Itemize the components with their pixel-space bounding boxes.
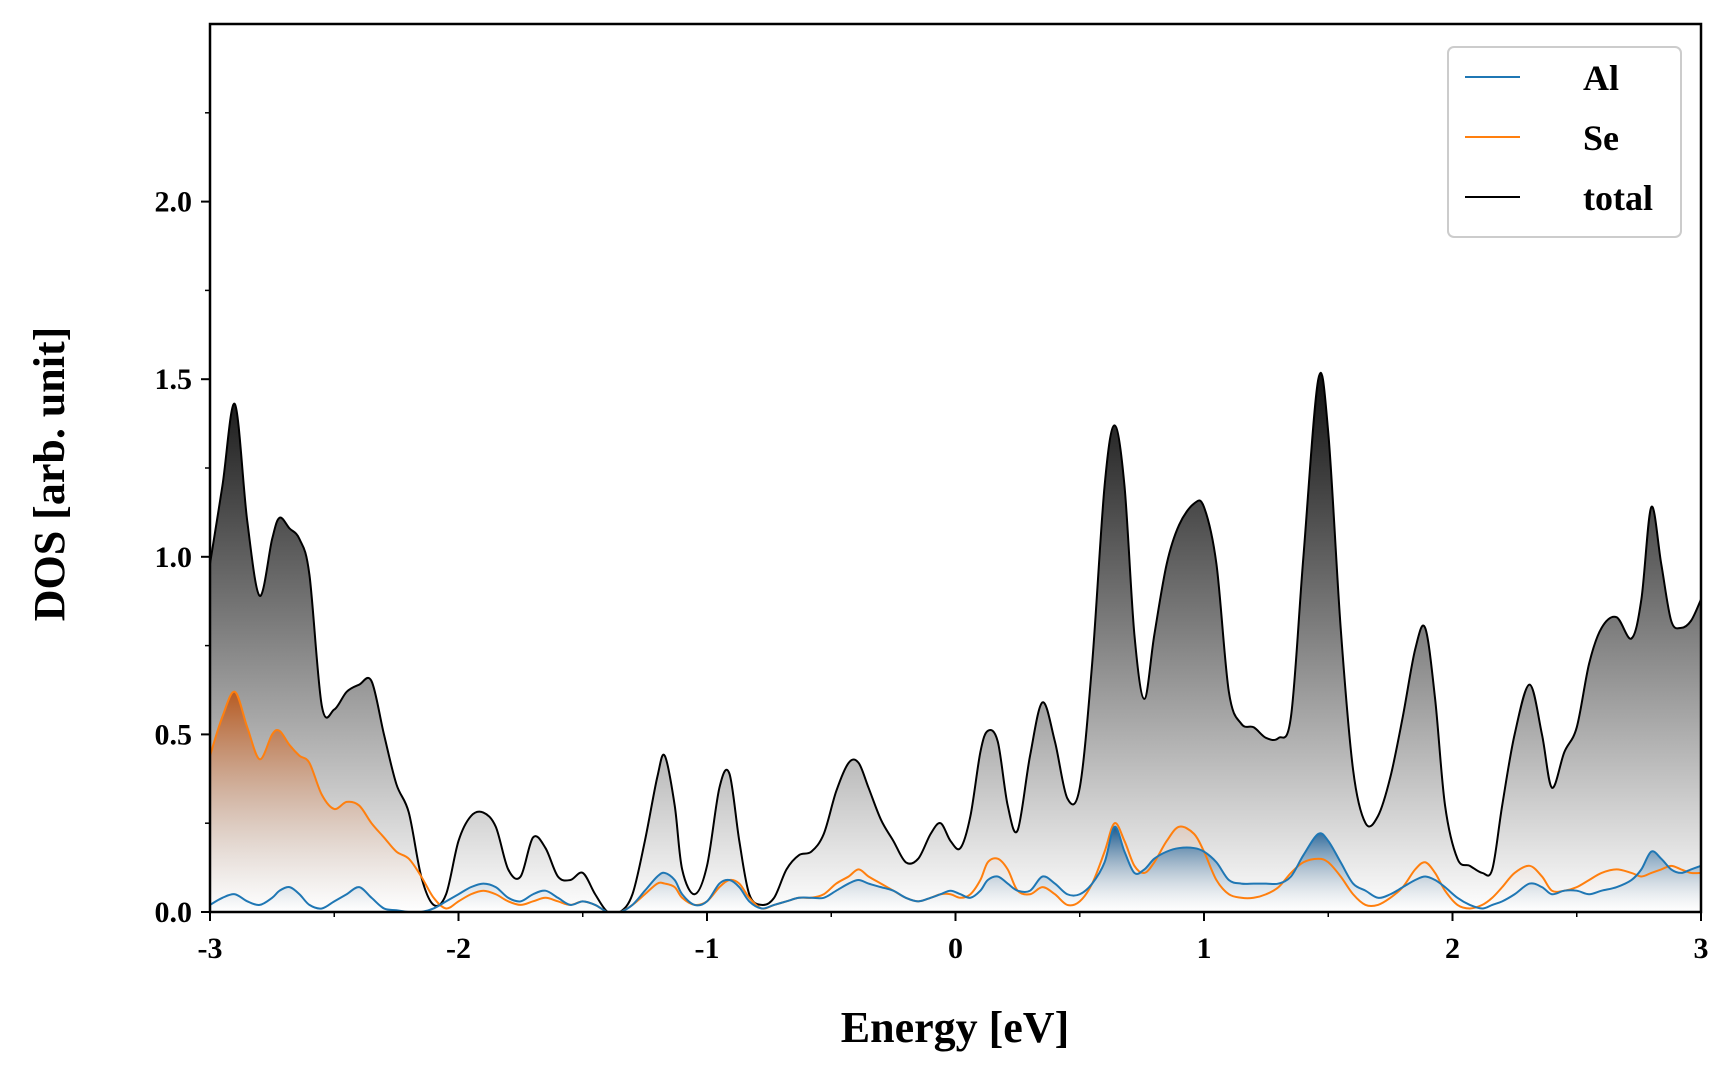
x-tick-label: 0	[948, 932, 963, 965]
y-axis: 0.0 0.5 1.0 1.5 2.0	[155, 112, 210, 929]
series-fills	[210, 372, 1701, 912]
x-axis-label: Energy [eV]	[841, 1003, 1070, 1052]
y-axis-label: DOS [arb. unit]	[25, 327, 74, 622]
x-axis: -3 -2 -1 0 1 2 3	[198, 912, 1709, 965]
series-line-al	[210, 825, 1701, 912]
x-tick-label: 3	[1694, 932, 1709, 965]
x-tick-label: -1	[695, 932, 720, 965]
series-fill-total	[210, 372, 1701, 912]
x-tick-label: 2	[1445, 932, 1460, 965]
legend-label-se: Se	[1583, 118, 1619, 158]
series-line-se	[210, 690, 1701, 912]
series-lines	[210, 371, 1701, 912]
x-tick-label: 1	[1197, 932, 1212, 965]
legend-label-al: Al	[1583, 58, 1619, 98]
y-tick-label: 2.0	[155, 186, 193, 219]
x-tick-label: -2	[446, 932, 471, 965]
x-tick-label: -3	[198, 932, 223, 965]
legend-label-total: total	[1583, 178, 1653, 218]
series-fill-al	[210, 826, 1701, 912]
y-tick-label: 0.0	[155, 896, 193, 929]
y-tick-label: 1.0	[155, 541, 193, 574]
legend: Al Se total	[1447, 46, 1682, 238]
series-line-total	[210, 371, 1701, 912]
y-tick-label: 1.5	[155, 363, 193, 396]
y-tick-label: 0.5	[155, 718, 193, 751]
legend-box	[1447, 46, 1682, 238]
